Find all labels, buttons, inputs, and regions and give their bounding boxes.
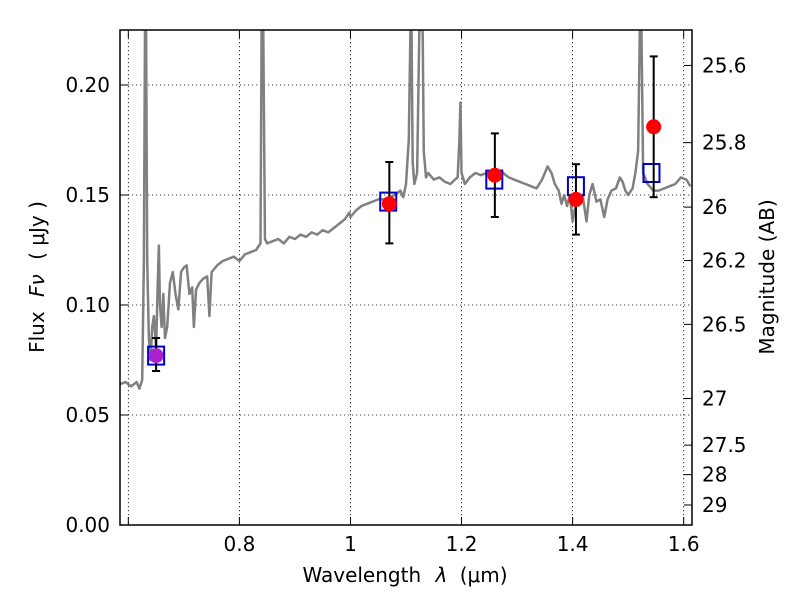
model-box-4	[642, 163, 661, 183]
x-axis-label: Wavelength λ (μm)	[302, 563, 507, 587]
mag-tick-label-7: 28	[702, 463, 727, 487]
y-axis-label-symbol: Fν	[25, 274, 49, 297]
mag-tick-label-4: 26.5	[702, 312, 747, 336]
y-tick-label-3: 0.15	[65, 183, 110, 207]
x-tick-label-3: 1.2	[446, 532, 478, 556]
spectrum-line	[120, 30, 692, 390]
plot-content	[120, 30, 692, 390]
x-tick-label-1: 0.8	[223, 532, 255, 556]
axes: 0.8 1 1.2 1.4 1.6 0.00 0.05 0.10 0.15 0.20 25.6 25.…	[65, 29, 747, 556]
y-axis-label: Flux Fν ( μJy )	[25, 201, 49, 353]
x-tick-label-4: 1.4	[557, 532, 589, 556]
x-axis-label-text: Wavelength	[302, 563, 421, 587]
y-tick-label-2: 0.10	[65, 293, 110, 317]
mag-tick-label-2: 26	[702, 195, 727, 219]
x-axis-label-unit: (μm)	[460, 563, 508, 587]
mag-tick-label-6: 27.5	[702, 433, 747, 457]
x-tick-label-5: 1.6	[668, 532, 700, 556]
observed-point-1	[381, 196, 397, 212]
plot-area	[120, 30, 692, 390]
observed-point-3	[568, 191, 584, 207]
mag-tick-label-0: 25.6	[702, 53, 747, 77]
observed-point-group-0	[148, 337, 164, 372]
x-tick-label-2: 1	[344, 532, 357, 556]
y-axis-label-unit: ( μJy )	[25, 201, 49, 260]
observed-point-2	[487, 167, 503, 183]
y-tick-label-4: 0.20	[65, 73, 110, 97]
x-axis-label-symbol: λ	[435, 563, 448, 587]
mag-tick-label-5: 27	[702, 387, 727, 411]
mag-tick-label-8: 29	[702, 493, 727, 517]
y-tick-label-0: 0.00	[65, 513, 110, 537]
observed-point-group-4	[646, 55, 662, 199]
y2-axis-label: Magnitude (AB)	[755, 199, 779, 354]
plot-frame	[119, 29, 693, 526]
y-tick-label-1: 0.05	[65, 403, 110, 427]
observed-point-group-1	[381, 161, 397, 245]
y-axis-label-text: Flux	[25, 311, 49, 353]
mag-tick-label-3: 26.2	[702, 249, 747, 273]
observed-point-0	[148, 348, 164, 364]
observed-point-4	[646, 119, 662, 135]
observed-point-group-3	[568, 163, 584, 236]
mag-tick-label-1: 25.8	[702, 131, 747, 155]
observed-point-group-2	[487, 132, 503, 218]
